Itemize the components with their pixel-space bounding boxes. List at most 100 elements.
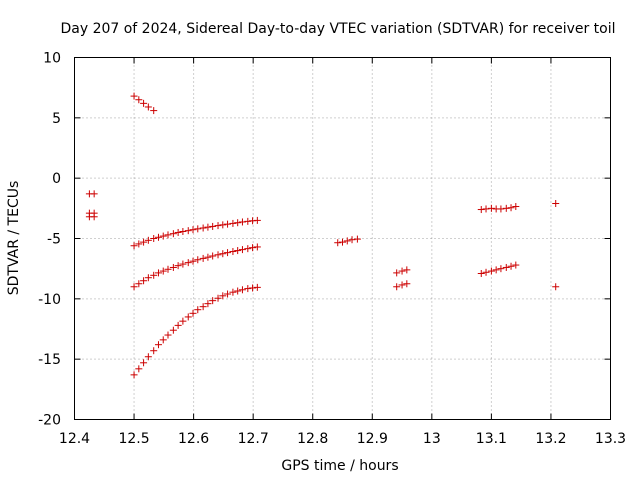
data-point <box>512 203 520 211</box>
data-point <box>393 269 401 277</box>
data-point <box>229 248 237 256</box>
data-point <box>552 283 560 291</box>
axis-ticks: 12.4 12.5 12.6 12.7 12.8 12.9 13 13.1 13.2 13.3 -2… <box>38 51 626 448</box>
data-point <box>244 245 252 253</box>
data-point <box>135 280 143 288</box>
y-tick-label: 0 <box>52 171 61 187</box>
data-point <box>179 260 187 268</box>
data-point <box>150 271 158 279</box>
data-point <box>209 297 217 305</box>
data-point <box>238 218 246 226</box>
data-point <box>204 253 212 261</box>
y-tick-label: -20 <box>38 413 61 429</box>
data-point <box>199 254 207 262</box>
data-point <box>487 267 495 275</box>
data-point <box>343 237 351 245</box>
data-point <box>253 243 261 251</box>
x-tick-label: 13 <box>423 431 441 447</box>
data-point <box>403 266 411 274</box>
data-point <box>150 235 158 242</box>
x-tick-label: 12.4 <box>59 431 90 447</box>
x-axis-label: GPS time / hours <box>281 458 398 474</box>
data-point <box>477 269 485 277</box>
grid <box>74 57 611 420</box>
data-point <box>150 107 158 115</box>
data-point <box>164 265 172 273</box>
x-tick-label: 13.3 <box>595 431 626 447</box>
data-point <box>154 233 162 241</box>
data-point <box>393 283 401 291</box>
data-point <box>398 267 406 275</box>
data-point <box>140 277 148 285</box>
data-point <box>169 326 177 334</box>
data-point <box>249 284 257 292</box>
data-point <box>135 240 143 248</box>
x-tick-label: 12.5 <box>118 431 149 447</box>
data-point <box>174 228 182 236</box>
y-tick-label: -5 <box>47 232 61 248</box>
data-point <box>179 317 187 325</box>
data-point <box>334 239 342 247</box>
data-point <box>90 213 98 221</box>
data-point <box>130 371 138 379</box>
x-tick-label: 12.8 <box>297 431 328 447</box>
data-point <box>194 225 202 233</box>
data-point <box>140 359 148 367</box>
data-point <box>482 205 490 213</box>
data-point <box>353 235 361 243</box>
data-point <box>219 221 227 229</box>
data-point <box>244 285 252 293</box>
data-point <box>130 242 138 250</box>
data-point <box>209 222 217 230</box>
data-point <box>174 262 182 270</box>
y-tick-label: -15 <box>38 352 61 368</box>
data-point <box>492 266 500 274</box>
data-point <box>234 219 242 227</box>
data-point <box>224 290 232 298</box>
chart-title: Day 207 of 2024, Sidereal Day-to-day VTE… <box>60 21 615 37</box>
data-point <box>135 96 143 104</box>
data-point <box>189 309 197 317</box>
data-point <box>507 204 515 212</box>
data-point <box>159 267 167 275</box>
data-point <box>502 263 510 271</box>
data-point <box>150 347 158 355</box>
data-point <box>199 224 207 232</box>
data-point <box>219 292 227 300</box>
data-point <box>552 200 560 208</box>
data-point <box>219 250 227 258</box>
data-point <box>253 216 261 224</box>
data-point <box>214 251 222 259</box>
data-point <box>234 247 242 255</box>
data-point <box>174 321 182 329</box>
y-tick-label: -10 <box>38 292 61 308</box>
data-point <box>90 190 98 198</box>
data-point <box>238 246 246 254</box>
data-point <box>189 257 197 265</box>
data-point <box>204 300 212 308</box>
data-point <box>477 206 485 214</box>
data-point <box>253 283 261 291</box>
data-point <box>159 336 167 344</box>
data-point <box>234 287 242 295</box>
x-tick-label: 12.6 <box>178 431 209 447</box>
data-point <box>507 262 515 270</box>
data-point <box>249 244 257 252</box>
data-points <box>85 92 560 379</box>
data-point <box>194 256 202 264</box>
data-point <box>184 313 192 321</box>
data-point <box>512 261 520 269</box>
data-point <box>169 263 177 271</box>
data-point <box>144 236 152 244</box>
data-point <box>224 220 232 228</box>
data-point <box>348 236 356 244</box>
data-point <box>502 204 510 212</box>
data-point <box>144 103 152 111</box>
data-point <box>482 268 490 276</box>
data-point <box>140 99 148 107</box>
data-point <box>130 92 138 100</box>
x-tick-label: 12.7 <box>238 431 269 447</box>
data-point <box>154 341 162 349</box>
data-point <box>140 238 148 246</box>
